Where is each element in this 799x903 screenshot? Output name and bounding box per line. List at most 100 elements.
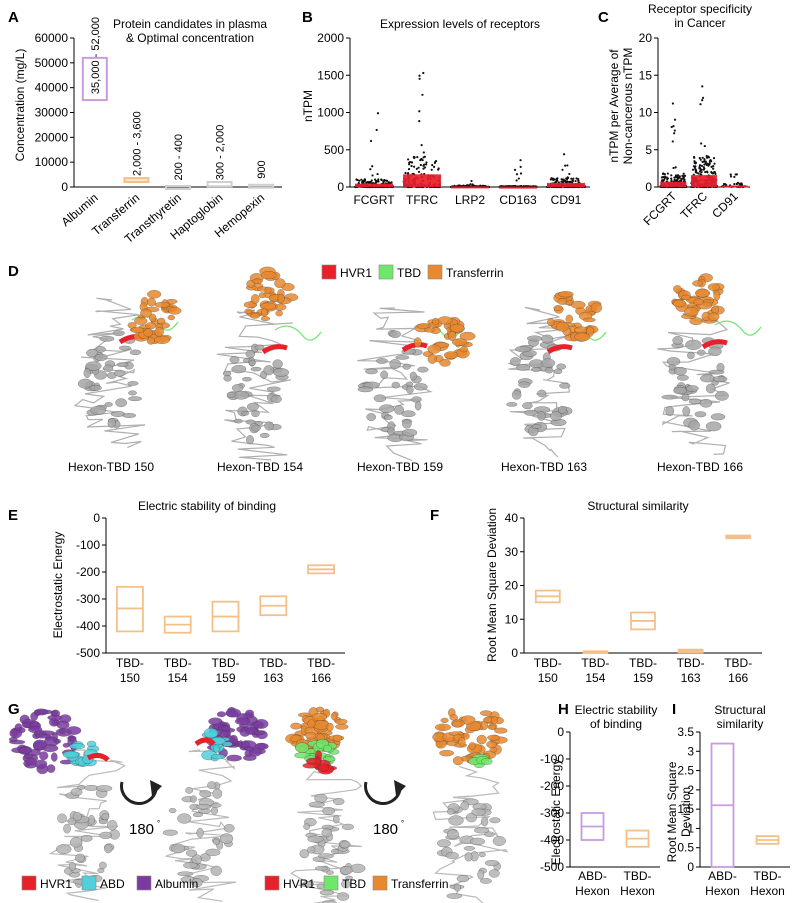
hexon-domain — [481, 816, 489, 827]
data-point — [420, 144, 423, 147]
hexon-domain — [128, 390, 137, 396]
data-point — [363, 178, 366, 181]
rotation-arrow-icon — [364, 781, 402, 805]
data-point — [671, 140, 674, 143]
hexon-domain — [518, 381, 531, 388]
data-point — [672, 125, 675, 128]
transferrin-domain — [168, 307, 182, 315]
albumin-domain — [32, 739, 48, 750]
hexon-domain — [341, 880, 351, 889]
hexon-domain — [72, 811, 82, 821]
hexon-tbd-structure — [357, 307, 476, 462]
hexon-domain — [710, 413, 726, 421]
x-tick-label: TBD- — [629, 656, 657, 670]
y-tick-label: 3 — [687, 744, 694, 758]
data-point — [425, 163, 428, 166]
data-point — [703, 144, 706, 148]
hexon-domain — [250, 366, 262, 372]
range-box — [81, 56, 108, 102]
hexon-domain — [107, 418, 116, 428]
hexon-domain — [417, 366, 429, 373]
y-tick-label: -300 — [76, 592, 100, 606]
data-point — [514, 184, 517, 188]
tbd-domain — [323, 744, 332, 753]
data-point — [418, 110, 421, 113]
data-point — [568, 172, 571, 176]
data-point — [433, 161, 437, 164]
x-tick-label: TBD- — [164, 656, 192, 670]
hexon-domain — [402, 428, 418, 437]
hexon-domain — [480, 878, 492, 884]
panel-e-axes: 0 -100 -200 -300 -400 -500 — [76, 511, 345, 660]
hexon-domain — [231, 365, 247, 374]
data-point — [432, 165, 436, 169]
transferrin-domain — [449, 323, 465, 333]
data-point — [670, 177, 673, 180]
x-tick-label: 154 — [168, 671, 188, 685]
albumin-domain — [56, 720, 70, 730]
data-point — [382, 180, 385, 183]
y-tick-label: 50000 — [35, 56, 69, 70]
panel-e-title: Electric stability of binding — [138, 499, 276, 513]
albumin-domain — [252, 721, 264, 729]
data-point — [366, 181, 369, 184]
data-point — [692, 155, 696, 159]
albumin-domain — [58, 728, 66, 735]
transferrin-domain — [249, 313, 260, 319]
transferrin-domain — [565, 314, 573, 324]
data-point — [712, 167, 715, 170]
x-tick-label: 150 — [538, 671, 558, 685]
transferrin-domain — [574, 332, 591, 342]
data-point — [699, 103, 702, 106]
hexon-domain — [437, 839, 451, 848]
hexon-domain — [341, 823, 354, 830]
x-tick-label: Hexon — [750, 884, 785, 898]
panel-e-label: E — [8, 507, 18, 524]
range-box — [206, 181, 233, 188]
x-tick-label: TBD- — [212, 656, 240, 670]
x-tick-label: ABD- — [578, 869, 607, 883]
data-point — [420, 157, 423, 161]
transferrin-domain — [149, 313, 157, 323]
panel-g-legend-left: HVR1 ABD Albumin — [21, 875, 198, 891]
data-point — [421, 93, 424, 96]
hexon-domain — [708, 346, 722, 357]
hexon-domain — [77, 785, 86, 790]
legend-tbd-label: TBD — [397, 266, 421, 280]
hexon-domain — [336, 892, 350, 901]
hexon-domain — [465, 812, 477, 823]
y-tick-label: 1.5 — [677, 802, 694, 816]
x-tick-label: FCGRT — [640, 189, 679, 228]
data-point — [708, 163, 711, 166]
data-point — [700, 164, 704, 167]
data-point — [430, 168, 433, 171]
transferrin-domain — [427, 353, 437, 364]
x-tick-label: LRP2 — [455, 193, 485, 207]
albumin-domain — [245, 709, 254, 716]
hexon-domain — [687, 351, 695, 360]
data-point — [714, 172, 717, 175]
hvr1-loop — [194, 737, 216, 747]
transferrin-domain — [146, 337, 155, 345]
hexon-domain — [245, 350, 255, 359]
data-point — [704, 170, 707, 174]
data-point — [711, 172, 715, 175]
transferrin-domain — [261, 307, 268, 317]
hexon-domain — [510, 357, 521, 366]
transferrin-domain — [491, 716, 498, 725]
rotation-label-right: 180 — [373, 821, 398, 838]
transferrin-domain — [452, 720, 463, 728]
y-tick-label: -400 — [76, 619, 100, 633]
data-point — [572, 177, 575, 180]
hexon-domain — [191, 878, 203, 888]
x-tick-label: TFRC — [678, 189, 711, 222]
y-tick-label: 1500 — [317, 68, 344, 82]
hexon-domain — [129, 349, 142, 356]
data-point — [568, 180, 571, 184]
data-point — [410, 164, 413, 168]
hexon-domain — [98, 819, 108, 825]
hvr1-domain — [318, 763, 329, 772]
hexon-domain — [409, 371, 417, 381]
data-point — [519, 165, 522, 168]
data-point — [574, 179, 577, 183]
